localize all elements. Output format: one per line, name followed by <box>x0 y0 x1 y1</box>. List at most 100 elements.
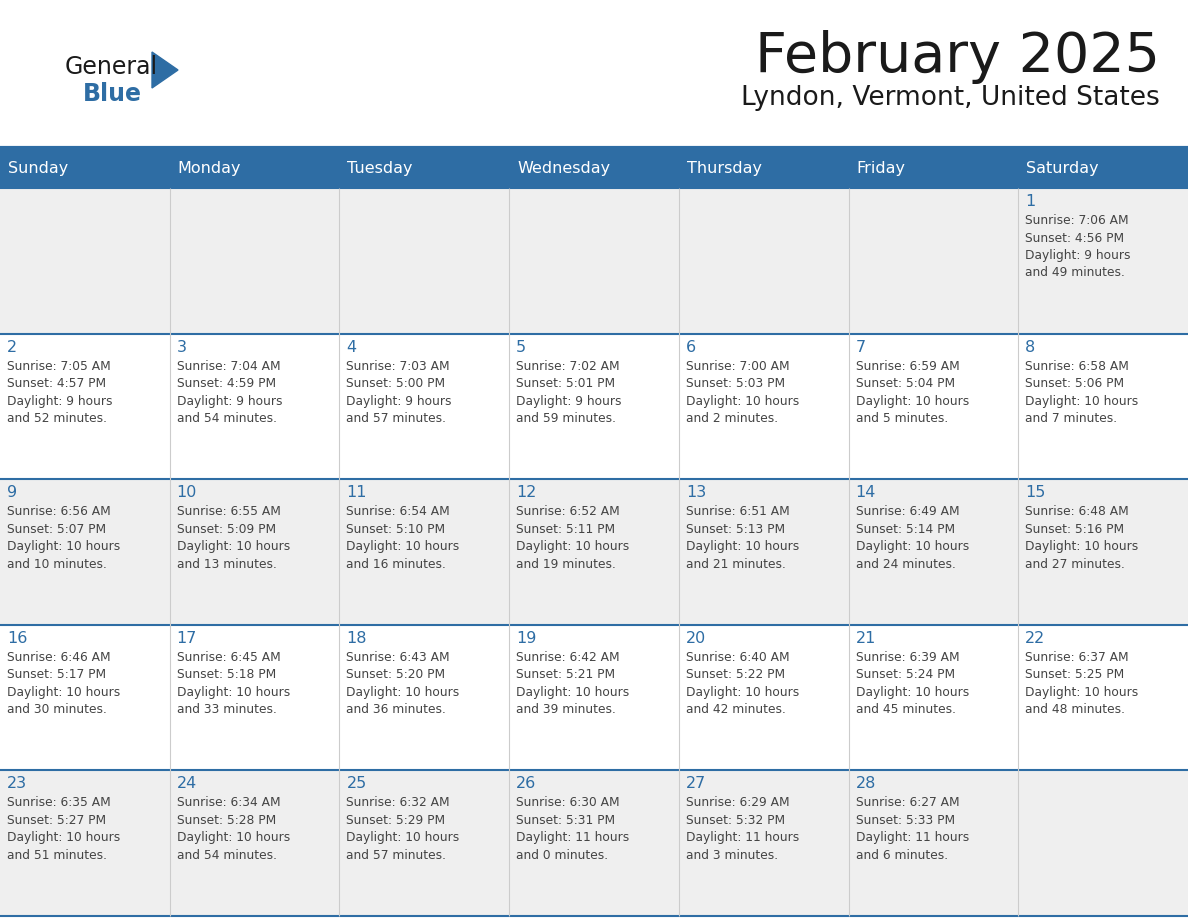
Text: 1: 1 <box>1025 194 1036 209</box>
Text: 12: 12 <box>516 486 537 500</box>
Bar <box>0 770 170 916</box>
Bar <box>1018 770 1188 916</box>
Bar <box>510 333 678 479</box>
Text: Sunrise: 6:27 AM
Sunset: 5:33 PM
Daylight: 11 hours
and 6 minutes.: Sunrise: 6:27 AM Sunset: 5:33 PM Dayligh… <box>855 797 969 862</box>
Text: Sunrise: 6:56 AM
Sunset: 5:07 PM
Daylight: 10 hours
and 10 minutes.: Sunrise: 6:56 AM Sunset: 5:07 PM Dayligh… <box>7 505 120 571</box>
Text: Monday: Monday <box>178 162 241 176</box>
Bar <box>0 625 170 770</box>
Text: Sunrise: 6:43 AM
Sunset: 5:20 PM
Daylight: 10 hours
and 36 minutes.: Sunrise: 6:43 AM Sunset: 5:20 PM Dayligh… <box>347 651 460 716</box>
Bar <box>848 333 1018 479</box>
Bar <box>848 770 1018 916</box>
Bar <box>0 188 170 333</box>
Text: 17: 17 <box>177 631 197 645</box>
Text: Tuesday: Tuesday <box>347 162 413 176</box>
Text: 15: 15 <box>1025 486 1045 500</box>
Bar <box>340 150 510 188</box>
Bar <box>678 770 848 916</box>
Text: 23: 23 <box>7 777 27 791</box>
Bar <box>170 479 340 625</box>
Text: 6: 6 <box>685 340 696 354</box>
Bar <box>1018 333 1188 479</box>
Text: 9: 9 <box>7 486 17 500</box>
Bar <box>1018 479 1188 625</box>
Text: Sunrise: 6:54 AM
Sunset: 5:10 PM
Daylight: 10 hours
and 16 minutes.: Sunrise: 6:54 AM Sunset: 5:10 PM Dayligh… <box>347 505 460 571</box>
Bar <box>510 188 678 333</box>
Text: Sunrise: 6:39 AM
Sunset: 5:24 PM
Daylight: 10 hours
and 45 minutes.: Sunrise: 6:39 AM Sunset: 5:24 PM Dayligh… <box>855 651 969 716</box>
Bar <box>678 333 848 479</box>
Text: 11: 11 <box>347 486 367 500</box>
Bar <box>0 150 170 188</box>
Bar <box>0 333 170 479</box>
Bar <box>848 625 1018 770</box>
Bar <box>340 479 510 625</box>
Bar <box>170 770 340 916</box>
Bar <box>848 150 1018 188</box>
Text: General: General <box>65 55 158 79</box>
Bar <box>340 333 510 479</box>
Text: 2: 2 <box>7 340 17 354</box>
Bar <box>510 479 678 625</box>
Bar <box>340 770 510 916</box>
Text: Sunrise: 6:49 AM
Sunset: 5:14 PM
Daylight: 10 hours
and 24 minutes.: Sunrise: 6:49 AM Sunset: 5:14 PM Dayligh… <box>855 505 969 571</box>
Polygon shape <box>152 52 178 88</box>
Text: 8: 8 <box>1025 340 1036 354</box>
Bar <box>170 150 340 188</box>
Text: 7: 7 <box>855 340 866 354</box>
Text: 19: 19 <box>516 631 537 645</box>
Text: Sunrise: 6:35 AM
Sunset: 5:27 PM
Daylight: 10 hours
and 51 minutes.: Sunrise: 6:35 AM Sunset: 5:27 PM Dayligh… <box>7 797 120 862</box>
Text: 21: 21 <box>855 631 876 645</box>
Text: Sunrise: 6:30 AM
Sunset: 5:31 PM
Daylight: 11 hours
and 0 minutes.: Sunrise: 6:30 AM Sunset: 5:31 PM Dayligh… <box>516 797 630 862</box>
Text: Sunrise: 6:52 AM
Sunset: 5:11 PM
Daylight: 10 hours
and 19 minutes.: Sunrise: 6:52 AM Sunset: 5:11 PM Dayligh… <box>516 505 630 571</box>
Text: Sunrise: 7:06 AM
Sunset: 4:56 PM
Daylight: 9 hours
and 49 minutes.: Sunrise: 7:06 AM Sunset: 4:56 PM Dayligh… <box>1025 214 1131 279</box>
Text: Sunrise: 6:37 AM
Sunset: 5:25 PM
Daylight: 10 hours
and 48 minutes.: Sunrise: 6:37 AM Sunset: 5:25 PM Dayligh… <box>1025 651 1138 716</box>
Bar <box>170 188 340 333</box>
Text: Sunrise: 6:42 AM
Sunset: 5:21 PM
Daylight: 10 hours
and 39 minutes.: Sunrise: 6:42 AM Sunset: 5:21 PM Dayligh… <box>516 651 630 716</box>
Text: Friday: Friday <box>857 162 905 176</box>
Bar <box>510 625 678 770</box>
Text: Saturday: Saturday <box>1026 162 1099 176</box>
Bar <box>1018 625 1188 770</box>
Text: 24: 24 <box>177 777 197 791</box>
Text: Sunrise: 6:59 AM
Sunset: 5:04 PM
Daylight: 10 hours
and 5 minutes.: Sunrise: 6:59 AM Sunset: 5:04 PM Dayligh… <box>855 360 969 425</box>
Bar <box>678 188 848 333</box>
Text: Sunrise: 6:48 AM
Sunset: 5:16 PM
Daylight: 10 hours
and 27 minutes.: Sunrise: 6:48 AM Sunset: 5:16 PM Dayligh… <box>1025 505 1138 571</box>
Text: Sunday: Sunday <box>8 162 68 176</box>
Text: 10: 10 <box>177 486 197 500</box>
Text: 25: 25 <box>347 777 367 791</box>
Text: Sunrise: 6:45 AM
Sunset: 5:18 PM
Daylight: 10 hours
and 33 minutes.: Sunrise: 6:45 AM Sunset: 5:18 PM Dayligh… <box>177 651 290 716</box>
Bar <box>340 625 510 770</box>
Text: Sunrise: 6:40 AM
Sunset: 5:22 PM
Daylight: 10 hours
and 42 minutes.: Sunrise: 6:40 AM Sunset: 5:22 PM Dayligh… <box>685 651 800 716</box>
Bar <box>678 150 848 188</box>
Bar <box>678 625 848 770</box>
Text: Sunrise: 6:58 AM
Sunset: 5:06 PM
Daylight: 10 hours
and 7 minutes.: Sunrise: 6:58 AM Sunset: 5:06 PM Dayligh… <box>1025 360 1138 425</box>
Text: Sunrise: 6:29 AM
Sunset: 5:32 PM
Daylight: 11 hours
and 3 minutes.: Sunrise: 6:29 AM Sunset: 5:32 PM Dayligh… <box>685 797 800 862</box>
Text: 3: 3 <box>177 340 187 354</box>
Text: 18: 18 <box>347 631 367 645</box>
Text: February 2025: February 2025 <box>756 30 1159 84</box>
Text: Sunrise: 7:05 AM
Sunset: 4:57 PM
Daylight: 9 hours
and 52 minutes.: Sunrise: 7:05 AM Sunset: 4:57 PM Dayligh… <box>7 360 113 425</box>
Text: 20: 20 <box>685 631 706 645</box>
Text: Thursday: Thursday <box>687 162 762 176</box>
Text: 27: 27 <box>685 777 706 791</box>
Text: Sunrise: 6:55 AM
Sunset: 5:09 PM
Daylight: 10 hours
and 13 minutes.: Sunrise: 6:55 AM Sunset: 5:09 PM Dayligh… <box>177 505 290 571</box>
Text: Sunrise: 7:02 AM
Sunset: 5:01 PM
Daylight: 9 hours
and 59 minutes.: Sunrise: 7:02 AM Sunset: 5:01 PM Dayligh… <box>516 360 621 425</box>
Bar <box>848 188 1018 333</box>
Text: Sunrise: 6:32 AM
Sunset: 5:29 PM
Daylight: 10 hours
and 57 minutes.: Sunrise: 6:32 AM Sunset: 5:29 PM Dayligh… <box>347 797 460 862</box>
Bar <box>0 479 170 625</box>
Bar <box>340 188 510 333</box>
Bar <box>1018 150 1188 188</box>
Text: 22: 22 <box>1025 631 1045 645</box>
Bar <box>170 625 340 770</box>
Text: Sunrise: 7:04 AM
Sunset: 4:59 PM
Daylight: 9 hours
and 54 minutes.: Sunrise: 7:04 AM Sunset: 4:59 PM Dayligh… <box>177 360 283 425</box>
Bar <box>170 333 340 479</box>
Bar <box>848 479 1018 625</box>
Text: 28: 28 <box>855 777 876 791</box>
Bar <box>510 150 678 188</box>
Text: Sunrise: 7:03 AM
Sunset: 5:00 PM
Daylight: 9 hours
and 57 minutes.: Sunrise: 7:03 AM Sunset: 5:00 PM Dayligh… <box>347 360 451 425</box>
Text: 14: 14 <box>855 486 876 500</box>
Bar <box>678 479 848 625</box>
Bar <box>510 770 678 916</box>
Text: Sunrise: 7:00 AM
Sunset: 5:03 PM
Daylight: 10 hours
and 2 minutes.: Sunrise: 7:00 AM Sunset: 5:03 PM Dayligh… <box>685 360 800 425</box>
Text: 26: 26 <box>516 777 537 791</box>
Text: Sunrise: 6:46 AM
Sunset: 5:17 PM
Daylight: 10 hours
and 30 minutes.: Sunrise: 6:46 AM Sunset: 5:17 PM Dayligh… <box>7 651 120 716</box>
